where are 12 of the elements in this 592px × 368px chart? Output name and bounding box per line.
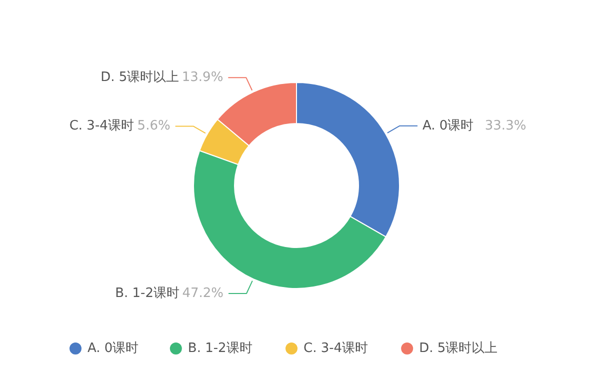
slice-label: C. 3-4课时 bbox=[69, 118, 134, 134]
legend-label: B. 1-2课时 bbox=[188, 341, 252, 356]
legend-label: C. 3-4课时 bbox=[304, 341, 368, 356]
data-label: 47.2% bbox=[182, 286, 224, 301]
slice-label: D. 5课时以上 bbox=[100, 70, 180, 86]
data-label: 5.6% bbox=[137, 118, 170, 134]
slice-label: B. 1-2课时 bbox=[115, 286, 180, 301]
legend-label: D. 5课时以上 bbox=[419, 341, 498, 356]
legend-label: A. 0课时 bbox=[88, 341, 139, 356]
slice-label: A. 0课时 bbox=[422, 118, 474, 134]
data-label: 13.9% bbox=[182, 70, 224, 86]
data-label: 33.3% bbox=[484, 118, 526, 134]
